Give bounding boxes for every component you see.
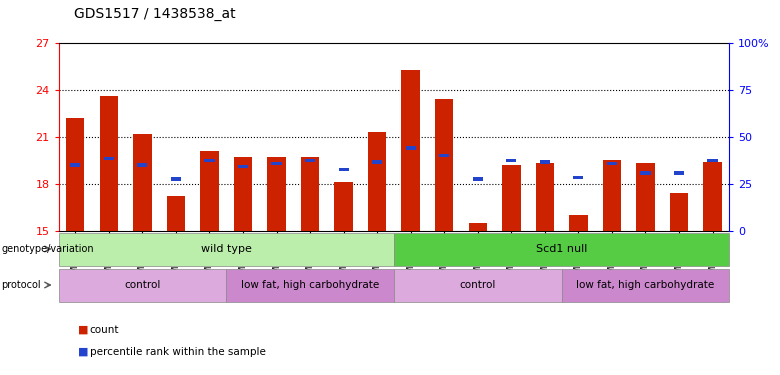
Bar — [640, 171, 651, 174]
Text: protocol: protocol — [2, 280, 41, 290]
Bar — [335, 182, 353, 231]
Text: ■: ■ — [78, 325, 88, 334]
Text: low fat, high carbohydrate: low fat, high carbohydrate — [576, 280, 714, 290]
Bar — [234, 157, 252, 231]
Text: Scd1 null: Scd1 null — [536, 244, 587, 254]
Bar — [171, 177, 181, 181]
Bar — [372, 160, 382, 164]
Bar — [368, 132, 386, 231]
Bar — [704, 162, 722, 231]
Bar — [569, 215, 587, 231]
Bar — [636, 164, 654, 231]
Bar — [573, 176, 583, 179]
Bar — [268, 157, 285, 231]
Text: wild type: wild type — [200, 244, 252, 254]
Bar — [674, 171, 684, 174]
Bar — [66, 118, 84, 231]
Bar — [607, 162, 617, 165]
Text: count: count — [90, 325, 119, 334]
Bar — [70, 163, 80, 167]
Bar — [200, 151, 218, 231]
Bar — [540, 160, 550, 164]
Bar — [167, 196, 185, 231]
Bar — [603, 160, 621, 231]
Text: GDS1517 / 1438538_at: GDS1517 / 1438538_at — [74, 7, 236, 21]
Bar — [137, 163, 147, 167]
Bar — [204, 159, 215, 162]
Bar — [439, 154, 449, 158]
Bar — [473, 177, 483, 181]
Text: low fat, high carbohydrate: low fat, high carbohydrate — [241, 280, 379, 290]
Bar — [402, 70, 420, 231]
Bar — [238, 165, 248, 168]
Bar — [707, 159, 718, 162]
Bar — [305, 159, 315, 162]
Bar — [133, 134, 151, 231]
Bar — [469, 223, 487, 231]
Bar — [271, 162, 282, 165]
Bar — [536, 164, 554, 231]
Bar — [506, 159, 516, 162]
Bar — [104, 157, 114, 160]
Bar — [435, 99, 453, 231]
Bar — [301, 157, 319, 231]
Bar — [670, 193, 688, 231]
Bar — [502, 165, 520, 231]
Text: percentile rank within the sample: percentile rank within the sample — [90, 347, 265, 357]
Text: control: control — [459, 280, 496, 290]
Bar — [100, 96, 118, 231]
Text: control: control — [124, 280, 161, 290]
Text: genotype/variation: genotype/variation — [2, 244, 94, 254]
Bar — [406, 146, 416, 150]
Bar — [339, 168, 349, 171]
Text: ■: ■ — [78, 347, 88, 357]
